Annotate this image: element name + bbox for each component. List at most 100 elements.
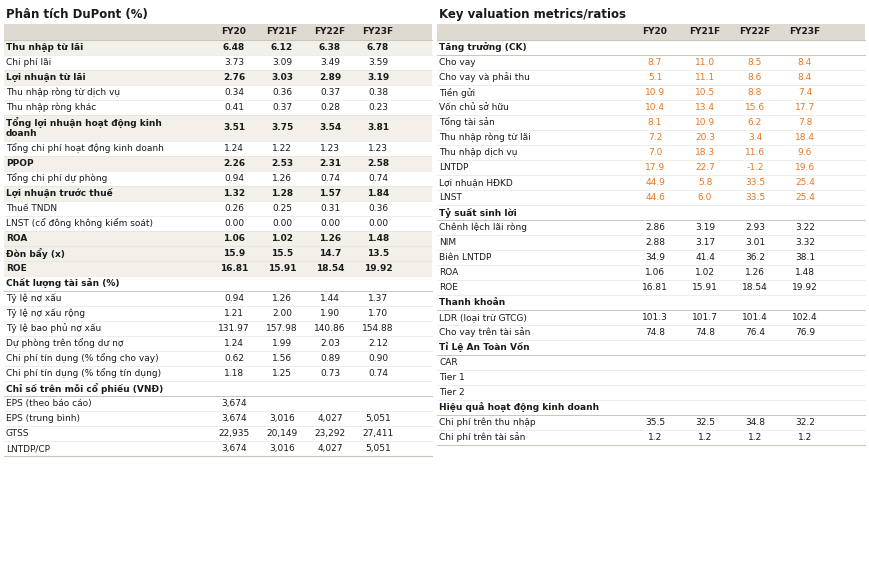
Text: 36.2: 36.2	[745, 253, 765, 262]
Text: 3,016: 3,016	[269, 444, 295, 453]
Text: 3.54: 3.54	[319, 123, 342, 132]
Text: 2.93: 2.93	[745, 223, 765, 232]
Text: 6.0: 6.0	[698, 193, 713, 202]
Text: 154.88: 154.88	[362, 324, 394, 333]
Text: LNST (cổ đông không kiểm soát): LNST (cổ đông không kiểm soát)	[6, 219, 153, 228]
Text: 3,674: 3,674	[222, 444, 247, 453]
Text: 5,051: 5,051	[365, 414, 391, 423]
Text: FY20: FY20	[642, 27, 667, 37]
Text: 0.94: 0.94	[224, 174, 244, 183]
Bar	[4, 115, 432, 141]
Text: 18.3: 18.3	[695, 148, 715, 157]
Text: FY23F: FY23F	[362, 27, 394, 37]
Text: 1.32: 1.32	[223, 189, 245, 198]
Text: 7.4: 7.4	[798, 88, 813, 97]
Text: 0.36: 0.36	[368, 204, 388, 213]
Text: 8.6: 8.6	[748, 73, 762, 82]
Text: 20,149: 20,149	[267, 429, 297, 438]
Text: ROE: ROE	[6, 264, 27, 273]
Text: 2.53: 2.53	[271, 159, 293, 168]
Text: 3.49: 3.49	[320, 58, 340, 67]
Text: 18.4: 18.4	[795, 133, 815, 142]
Text: 13.5: 13.5	[367, 249, 389, 258]
Text: 6.12: 6.12	[271, 43, 293, 52]
Text: Key valuation metrics/ratios: Key valuation metrics/ratios	[439, 8, 626, 21]
Text: FY22F: FY22F	[740, 27, 771, 37]
Text: 1.23: 1.23	[368, 144, 388, 153]
Text: 1.56: 1.56	[272, 354, 292, 363]
Text: 7.8: 7.8	[798, 118, 813, 127]
Text: Thu nhập ròng từ lãi: Thu nhập ròng từ lãi	[439, 132, 531, 142]
Text: 1.70: 1.70	[368, 309, 388, 318]
Text: Lợi nhuận trước thuế: Lợi nhuận trước thuế	[6, 188, 113, 199]
Text: 20.3: 20.3	[695, 133, 715, 142]
Text: 6.38: 6.38	[319, 43, 341, 52]
Text: 14.7: 14.7	[319, 249, 342, 258]
Text: 18.54: 18.54	[742, 283, 768, 292]
Text: Chi phí tín dụng (% tổng cho vay): Chi phí tín dụng (% tổng cho vay)	[6, 353, 159, 363]
Text: 17.9: 17.9	[645, 163, 665, 172]
Text: 1.57: 1.57	[319, 189, 342, 198]
Text: 76.4: 76.4	[745, 328, 765, 337]
Text: 2.58: 2.58	[367, 159, 389, 168]
Text: 3.19: 3.19	[367, 73, 389, 82]
Text: 4,027: 4,027	[317, 444, 342, 453]
Text: 19.92: 19.92	[364, 264, 392, 273]
Text: LDR (loại trừ GTCG): LDR (loại trừ GTCG)	[439, 313, 527, 322]
Text: 2.88: 2.88	[645, 238, 665, 247]
Text: 22.7: 22.7	[695, 163, 715, 172]
Text: FY20: FY20	[222, 27, 247, 37]
Text: 34.8: 34.8	[745, 418, 765, 427]
Text: 3.73: 3.73	[224, 58, 244, 67]
Text: 7.0: 7.0	[647, 148, 662, 157]
Text: 3,674: 3,674	[222, 399, 247, 408]
Text: 8.4: 8.4	[798, 73, 813, 82]
Text: 1.99: 1.99	[272, 339, 292, 348]
Text: 3.4: 3.4	[748, 133, 762, 142]
Text: 11.0: 11.0	[695, 58, 715, 67]
Text: 0.38: 0.38	[368, 88, 388, 97]
Text: 101.3: 101.3	[642, 313, 668, 322]
Text: 5.1: 5.1	[647, 73, 662, 82]
Text: 11.1: 11.1	[695, 73, 715, 82]
Text: GTSS: GTSS	[6, 429, 30, 438]
Text: Chi phí trên thu nhập: Chi phí trên thu nhập	[439, 418, 535, 427]
Text: 32.2: 32.2	[795, 418, 815, 427]
Text: 16.81: 16.81	[642, 283, 668, 292]
Text: 10.4: 10.4	[645, 103, 665, 112]
Text: 1.24: 1.24	[224, 144, 244, 153]
Text: 15.91: 15.91	[692, 283, 718, 292]
Text: Thu nhập dịch vụ: Thu nhập dịch vụ	[439, 148, 518, 157]
Text: Tỷ lệ nợ xấu: Tỷ lệ nợ xấu	[6, 293, 62, 303]
Text: 0.00: 0.00	[368, 219, 388, 228]
Text: 44.9: 44.9	[645, 178, 665, 187]
Text: 17.7: 17.7	[795, 103, 815, 112]
Text: 38.1: 38.1	[795, 253, 815, 262]
Text: 11.6: 11.6	[745, 148, 765, 157]
Text: 1.26: 1.26	[272, 174, 292, 183]
Text: 0.36: 0.36	[272, 88, 292, 97]
Text: LNST: LNST	[439, 193, 462, 202]
Text: 15.6: 15.6	[745, 103, 765, 112]
Text: 2.12: 2.12	[368, 339, 388, 348]
Text: FY23F: FY23F	[789, 27, 820, 37]
Text: Tổng chi phí hoạt động kinh doanh: Tổng chi phí hoạt động kinh doanh	[6, 143, 164, 154]
Text: 3.32: 3.32	[795, 238, 815, 247]
Text: PPOP: PPOP	[6, 159, 34, 168]
Text: CAR: CAR	[439, 358, 458, 367]
Text: Lợi nhuận từ lãi: Lợi nhuận từ lãi	[6, 73, 86, 82]
Text: 5.8: 5.8	[698, 178, 713, 187]
Text: doanh: doanh	[6, 129, 37, 138]
Text: 3.51: 3.51	[223, 123, 245, 132]
Text: 5,051: 5,051	[365, 444, 391, 453]
Text: 3.09: 3.09	[272, 58, 292, 67]
Text: 35.5: 35.5	[645, 418, 665, 427]
Text: 18.54: 18.54	[315, 264, 344, 273]
Text: Thu nhập ròng khác: Thu nhập ròng khác	[6, 103, 96, 112]
Text: 0.25: 0.25	[272, 204, 292, 213]
Text: Đòn bẩy (x): Đòn bẩy (x)	[6, 248, 65, 259]
Text: Tổng chi phí dự phòng: Tổng chi phí dự phòng	[6, 174, 108, 183]
Bar	[437, 24, 865, 40]
Text: Biên LNTDP: Biên LNTDP	[439, 253, 491, 262]
Text: 23,292: 23,292	[315, 429, 346, 438]
